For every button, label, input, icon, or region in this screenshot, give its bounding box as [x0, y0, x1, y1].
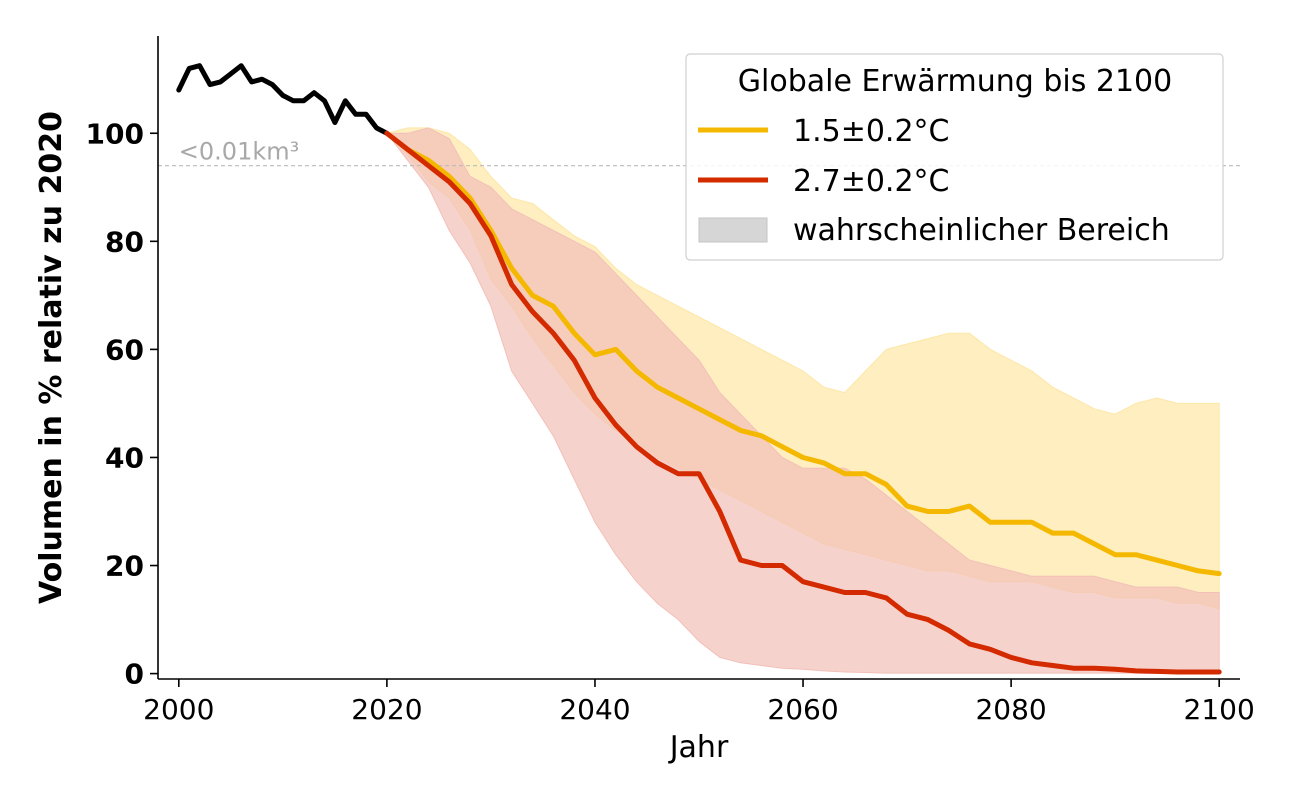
- x-tick-label: 2060: [767, 693, 838, 726]
- line-1-5c: [384, 130, 1222, 577]
- y-tick-label: 20: [105, 550, 144, 583]
- reference-line-label: <0.01km³: [179, 138, 299, 166]
- uncertainty-bands: [385, 127, 1220, 674]
- legend-title: Globale Erwärmung bis 2100: [738, 64, 1172, 99]
- legend-swatch-likely-range: [698, 217, 768, 243]
- legend: Globale Erwärmung bis 2100 1.5±0.2°C 2.7…: [685, 53, 1224, 261]
- legend-label-1-5c: 1.5±0.2°C: [793, 114, 950, 149]
- line-2-7c: [384, 130, 1222, 675]
- y-tick-label: 100: [86, 117, 144, 150]
- y-tick-label: 60: [105, 333, 144, 366]
- line-historical: [176, 63, 390, 136]
- legend-label-likely-range: wahrscheinlicher Bereich: [793, 213, 1170, 248]
- legend-label-2-7c: 2.7±0.2°C: [793, 164, 950, 199]
- x-axis-title: Jahr: [668, 730, 729, 765]
- series-lines: [176, 63, 1222, 675]
- y-tick-label: 80: [105, 225, 144, 258]
- band-2-7c: [385, 127, 1220, 674]
- y-tick-label: 0: [125, 658, 144, 691]
- x-tick-label: 2080: [975, 693, 1046, 726]
- x-tick-label: 2020: [351, 693, 422, 726]
- y-tick-label: 40: [105, 441, 144, 474]
- legend-box: [685, 53, 1224, 261]
- x-tick-label: 2100: [1184, 693, 1255, 726]
- x-tick-label: 2000: [143, 693, 214, 726]
- y-axis-title: Volumen in % relativ zu 2020: [34, 111, 69, 604]
- x-tick-label: 2040: [559, 693, 630, 726]
